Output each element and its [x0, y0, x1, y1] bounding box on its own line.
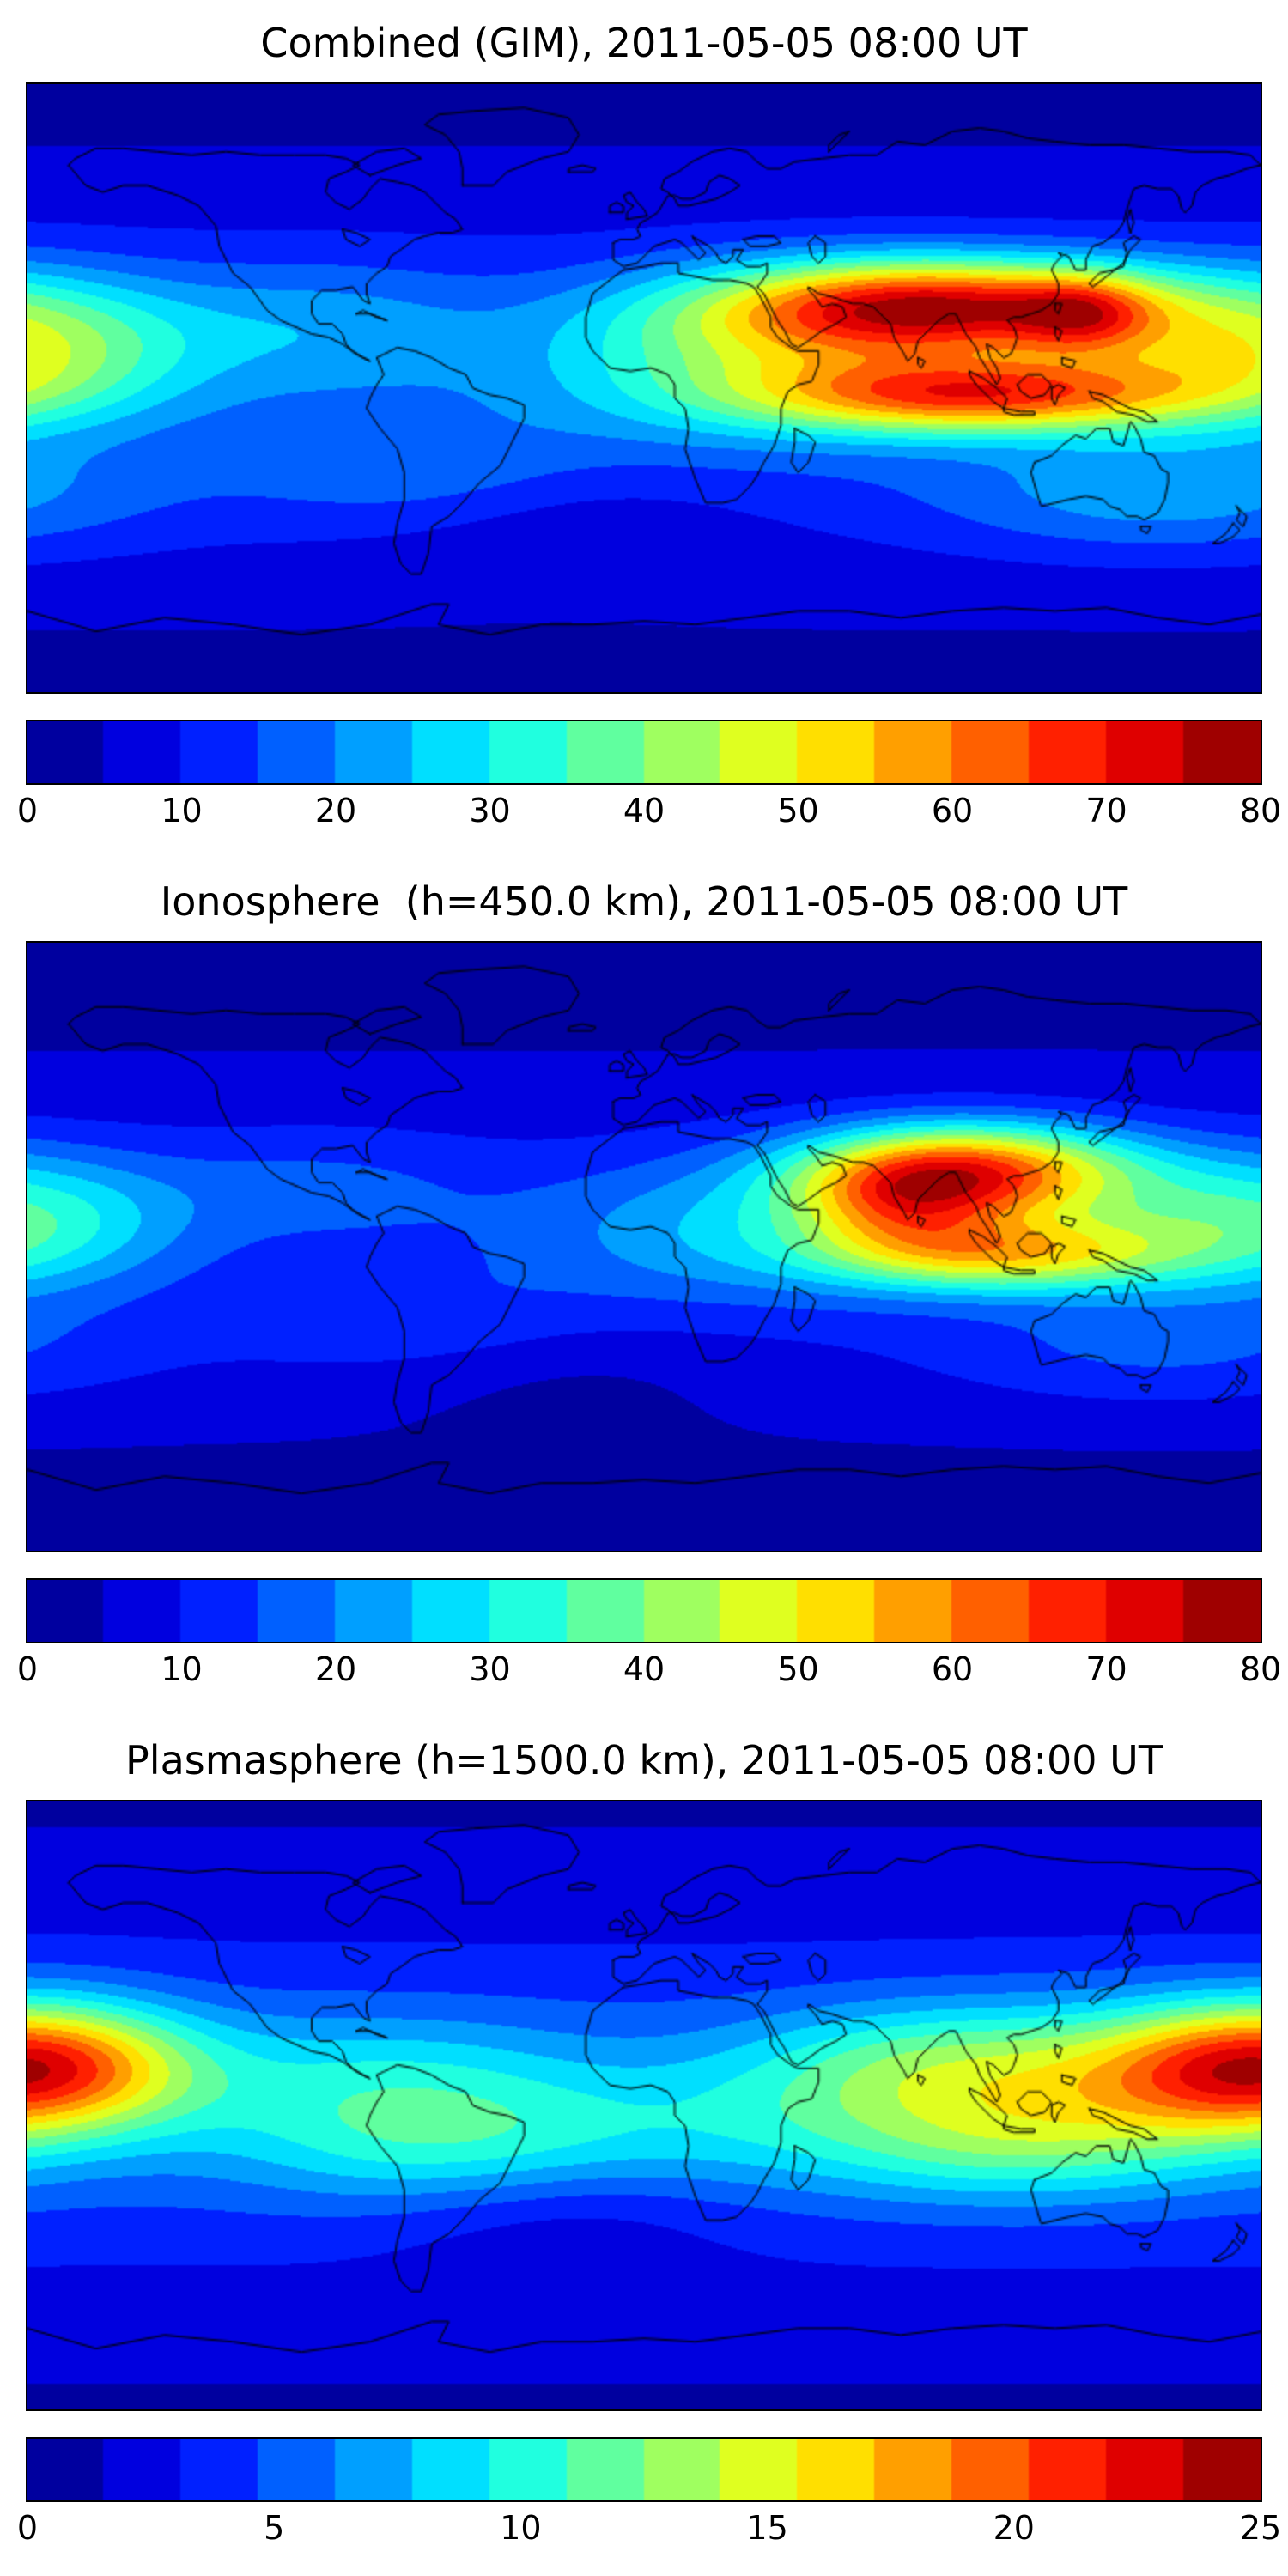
colorbar-tick-label: 80: [1239, 792, 1282, 829]
colorbar-ticks: 0 10 20 30 40 50 60 70 80: [17, 1647, 1281, 1693]
colorbar-tick-label: 15: [746, 2509, 788, 2547]
colorbar-tick-label: 30: [469, 1650, 511, 1688]
colorbar-tick-label: 50: [777, 1650, 819, 1688]
colorbar-tick-label: 10: [161, 792, 203, 829]
map-canvas: [27, 1801, 1261, 2409]
colorbar-frame: [26, 2437, 1262, 2502]
panel-title: Combined (GIM), 2011-05-05 08:00 UT: [260, 20, 1028, 66]
colorbar-tick-label: 5: [264, 2509, 285, 2547]
colorbar-tick-label: 80: [1239, 1650, 1282, 1688]
panel-title: Ionosphere (h=450.0 km), 2011-05-05 08:0…: [160, 878, 1128, 925]
panel-title: Plasmasphere (h=1500.0 km), 2011-05-05 0…: [125, 1737, 1163, 1783]
colorbar-tick-label: 25: [1239, 2509, 1282, 2547]
colorbar-tick-label: 60: [931, 1650, 974, 1688]
colorbar-tick-label: 0: [16, 1650, 39, 1688]
colorbar-canvas: [27, 1580, 1261, 1642]
colorbar-tick-label: 50: [777, 792, 819, 829]
colorbar-frame: [26, 1578, 1262, 1643]
colorbar-tick-label: 0: [16, 2509, 39, 2547]
colorbar-tick-label: 40: [623, 1650, 665, 1688]
panel-plasmasphere: Plasmasphere (h=1500.0 km), 2011-05-05 0…: [0, 1717, 1288, 2576]
colorbar-canvas: [27, 2439, 1261, 2500]
colorbar-tick-label: 20: [993, 2509, 1035, 2547]
colorbar-tick-label: 70: [1085, 792, 1127, 829]
map-frame: [26, 82, 1262, 694]
map-canvas: [27, 84, 1261, 692]
colorbar-tick-label: 40: [623, 792, 665, 829]
colorbar-ticks: 0 5 10 15 20 25: [17, 2506, 1281, 2552]
panel-ionosphere: Ionosphere (h=450.0 km), 2011-05-05 08:0…: [0, 859, 1288, 1717]
map-frame: [26, 1800, 1262, 2411]
map-canvas: [27, 943, 1261, 1551]
panel-combined: Combined (GIM), 2011-05-05 08:00 UT 0 10 2…: [0, 0, 1288, 859]
colorbar-tick-label: 20: [314, 792, 357, 829]
colorbar-frame: [26, 720, 1262, 785]
map-frame: [26, 941, 1262, 1552]
colorbar-tick-label: 0: [16, 792, 39, 829]
colorbar-tick-label: 70: [1085, 1650, 1127, 1688]
colorbar-tick-label: 10: [161, 1650, 203, 1688]
colorbar-tick-label: 20: [314, 1650, 357, 1688]
colorbar-ticks: 0 10 20 30 40 50 60 70 80: [17, 788, 1281, 835]
colorbar-tick-label: 60: [931, 792, 974, 829]
colorbar-tick-label: 10: [500, 2509, 542, 2547]
colorbar-tick-label: 30: [469, 792, 511, 829]
colorbar-canvas: [27, 721, 1261, 783]
